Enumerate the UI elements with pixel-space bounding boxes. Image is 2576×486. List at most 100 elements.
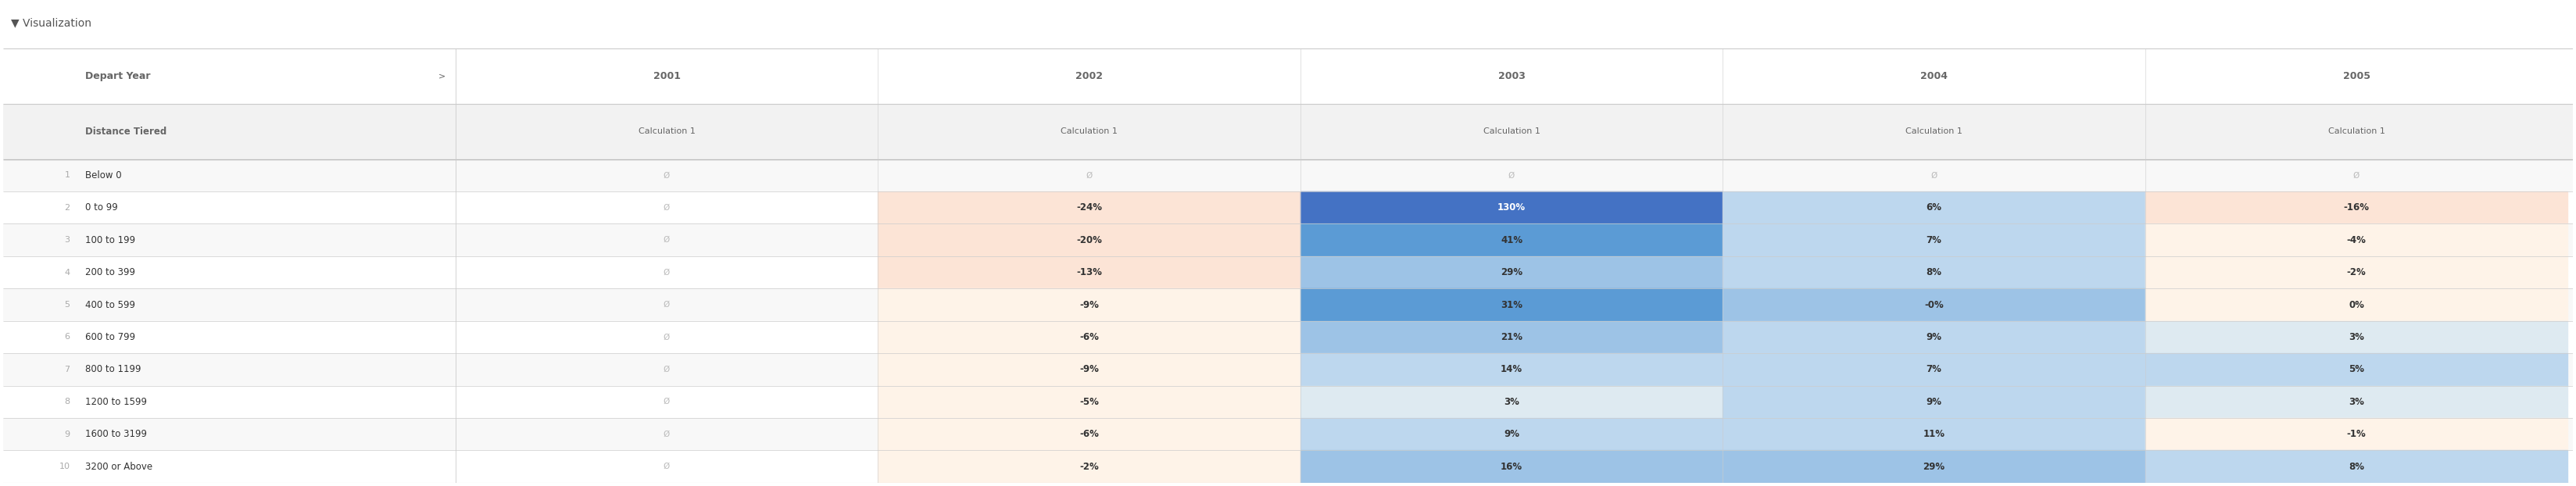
Text: 2004: 2004 (1919, 71, 1947, 82)
Text: Ø: Ø (665, 430, 670, 438)
Bar (3, 224, 2573, 256)
Text: 3%: 3% (2349, 332, 2365, 342)
Bar (1723, 386, 2146, 418)
Text: 8: 8 (64, 398, 70, 406)
Text: Ø: Ø (665, 398, 670, 406)
Text: 5%: 5% (2349, 364, 2365, 375)
Text: 600 to 799: 600 to 799 (85, 332, 137, 342)
Bar (878, 191, 1301, 224)
Text: 2: 2 (64, 204, 70, 211)
Bar (1301, 321, 1723, 353)
Bar (2146, 353, 2568, 386)
Bar (878, 386, 1301, 418)
Text: Ø: Ø (665, 236, 670, 244)
Text: Ø: Ø (665, 268, 670, 276)
Text: 29%: 29% (1502, 267, 1522, 278)
Text: 21%: 21% (1502, 332, 1522, 342)
Text: 3: 3 (64, 236, 70, 244)
Text: 7%: 7% (1927, 364, 1942, 375)
Text: Calculation 1: Calculation 1 (1061, 128, 1118, 136)
Text: Calculation 1: Calculation 1 (1906, 128, 1963, 136)
Text: 100 to 199: 100 to 199 (85, 235, 137, 245)
Bar (3, 289, 2573, 321)
Text: 2005: 2005 (2342, 71, 2370, 82)
Bar (1301, 418, 1723, 451)
Text: 1600 to 3199: 1600 to 3199 (85, 429, 147, 439)
Text: -1%: -1% (2347, 429, 2367, 439)
Text: 31%: 31% (1502, 300, 1522, 310)
Bar (2146, 321, 2568, 353)
Text: 9%: 9% (1504, 429, 1520, 439)
Text: 14%: 14% (1502, 364, 1522, 375)
Bar (3, 49, 2573, 104)
Text: -13%: -13% (1077, 267, 1103, 278)
Text: 6: 6 (64, 333, 70, 341)
Bar (1301, 191, 1723, 224)
Text: -20%: -20% (1077, 235, 1103, 245)
Bar (3, 191, 2573, 224)
Text: Ø: Ø (665, 301, 670, 309)
Text: 41%: 41% (1502, 235, 1522, 245)
Text: -24%: -24% (1077, 203, 1103, 213)
Text: 2003: 2003 (1497, 71, 1525, 82)
Bar (1723, 224, 2146, 256)
Text: Ø: Ø (665, 204, 670, 211)
Text: 29%: 29% (1922, 462, 1945, 471)
Text: 800 to 1199: 800 to 1199 (85, 364, 142, 375)
Text: -6%: -6% (1079, 332, 1100, 342)
Bar (1723, 451, 2146, 483)
Bar (2146, 451, 2568, 483)
Bar (878, 353, 1301, 386)
Bar (1301, 289, 1723, 321)
Text: -6%: -6% (1079, 429, 1100, 439)
Bar (2146, 256, 2568, 289)
Bar (878, 224, 1301, 256)
Text: Ø: Ø (1510, 172, 1515, 179)
Text: Ø: Ø (1932, 172, 1937, 179)
Text: 8%: 8% (2349, 462, 2365, 471)
Bar (878, 256, 1301, 289)
Text: 2001: 2001 (654, 71, 680, 82)
Text: 3%: 3% (1504, 397, 1520, 407)
Bar (2146, 224, 2568, 256)
Bar (878, 451, 1301, 483)
Text: 7%: 7% (1927, 235, 1942, 245)
Text: 11%: 11% (1924, 429, 1945, 439)
Text: Depart Year: Depart Year (85, 71, 152, 82)
Text: Ø: Ø (665, 365, 670, 373)
Bar (3, 104, 2573, 159)
Text: 3%: 3% (2349, 397, 2365, 407)
Text: -4%: -4% (2347, 235, 2367, 245)
Text: 2002: 2002 (1074, 71, 1103, 82)
Text: Ø: Ø (1087, 172, 1092, 179)
Text: 1200 to 1599: 1200 to 1599 (85, 397, 147, 407)
Text: ▼ Visualization: ▼ Visualization (10, 17, 93, 29)
Text: Ø: Ø (665, 172, 670, 179)
Bar (3, 321, 2573, 353)
Bar (878, 289, 1301, 321)
Bar (1301, 451, 1723, 483)
Bar (878, 321, 1301, 353)
Text: Ø: Ø (2352, 172, 2360, 179)
Bar (3, 418, 2573, 451)
Text: Calculation 1: Calculation 1 (1484, 128, 1540, 136)
Text: 130%: 130% (1497, 203, 1525, 213)
Bar (878, 418, 1301, 451)
Text: -9%: -9% (1079, 300, 1100, 310)
Bar (2146, 386, 2568, 418)
Text: 3200 or Above: 3200 or Above (85, 462, 152, 471)
Bar (1723, 289, 2146, 321)
Text: 9%: 9% (1927, 332, 1942, 342)
Text: Calculation 1: Calculation 1 (2329, 128, 2385, 136)
Text: 9%: 9% (1927, 397, 1942, 407)
Text: Ø: Ø (665, 333, 670, 341)
Bar (3, 386, 2573, 418)
Bar (3, 159, 2573, 191)
Bar (1723, 418, 2146, 451)
Bar (2146, 191, 2568, 224)
Bar (3, 256, 2573, 289)
Text: -5%: -5% (1079, 397, 1100, 407)
Bar (1301, 386, 1723, 418)
Text: -0%: -0% (1924, 300, 1945, 310)
Text: 7: 7 (64, 365, 70, 373)
